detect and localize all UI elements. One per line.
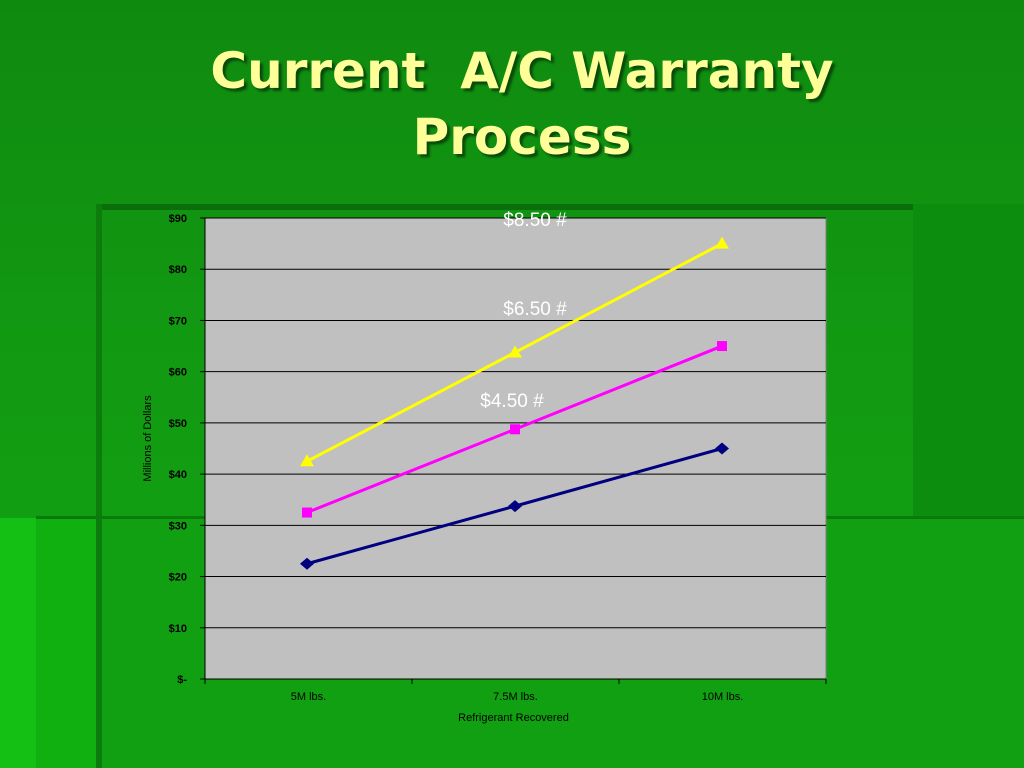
series-label-2: $6.50 #	[503, 299, 567, 320]
background-bar-vertical	[96, 204, 102, 768]
x-tick-label: 5M lbs.	[291, 691, 326, 703]
slide-title-line-1: Current A/C Warranty	[210, 42, 834, 100]
data-point-diamond	[715, 442, 729, 455]
data-point-triangle	[508, 345, 522, 358]
data-point-diamond	[508, 500, 522, 513]
data-point-diamond	[300, 557, 314, 570]
y-tick-label: $90	[169, 213, 187, 225]
y-axis-title: Millions of Dollars	[142, 395, 154, 482]
y-tick-label: $70	[169, 315, 187, 327]
x-tick-label: 7.5M lbs.	[493, 691, 538, 703]
background-panel-right	[913, 204, 1024, 518]
background-bar-top	[96, 204, 913, 210]
background-panel-left	[36, 518, 96, 768]
plot-area	[204, 217, 827, 680]
y-tick-label: $80	[169, 264, 187, 276]
x-axis-title: Refrigerant Recovered	[458, 712, 569, 724]
y-tick-label: $-	[177, 674, 187, 686]
data-point-square	[302, 507, 312, 518]
series-label-3: $8.50 #	[503, 210, 567, 231]
y-tick-label: $10	[169, 623, 187, 635]
y-tick-label: $40	[169, 469, 187, 481]
y-tick-label: $60	[169, 367, 187, 379]
series-label-1: $4.50 #	[480, 391, 544, 412]
background-strip-left	[0, 518, 36, 768]
slide-title: Current A/C Warranty Process	[0, 38, 1024, 170]
data-point-square	[717, 341, 727, 352]
y-tick-label: $20	[169, 572, 187, 584]
data-point-square	[510, 424, 520, 435]
data-point-triangle	[715, 236, 729, 249]
x-tick-label: 10M lbs.	[702, 691, 744, 703]
y-tick-label: $30	[169, 520, 187, 532]
y-tick-label: $50	[169, 418, 187, 430]
slide-title-line-2: Process	[412, 108, 632, 166]
data-point-triangle	[300, 454, 314, 467]
